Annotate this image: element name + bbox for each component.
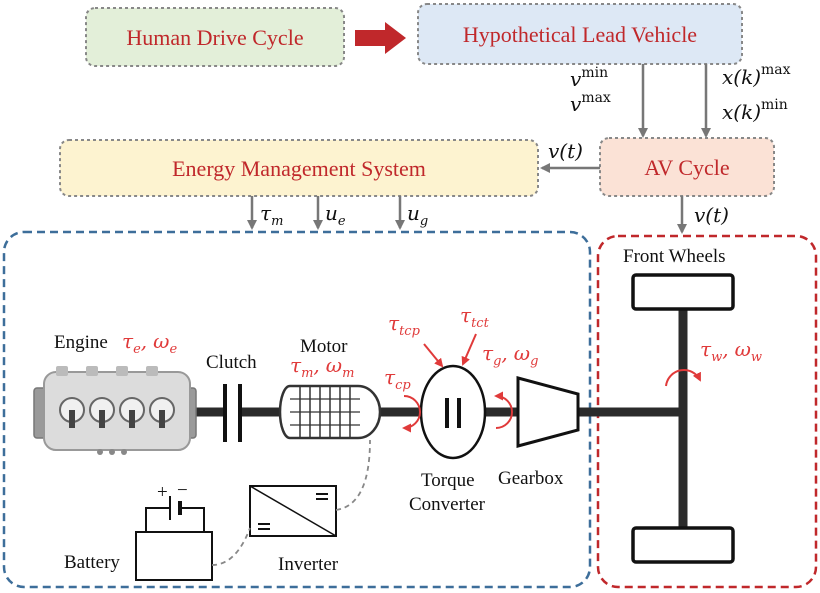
- inverter-icon: [249, 485, 337, 537]
- v-t-label-ems: v(t): [548, 139, 583, 163]
- motor-icon: [278, 384, 382, 440]
- battery-plus-label: +: [157, 482, 168, 503]
- u-e-label: ue: [325, 201, 346, 229]
- av-cycle-box: AV Cycle: [599, 137, 775, 197]
- battery-icon: [135, 496, 213, 581]
- gearbox-icon: [516, 376, 580, 448]
- inverter-label: Inverter: [278, 554, 339, 575]
- engine-label: Engine: [54, 332, 108, 353]
- torque-label: Torque: [421, 470, 475, 491]
- wheel-rotation-icon: [665, 369, 701, 387]
- engine-icon: [33, 366, 197, 455]
- v-max-label: vmax: [570, 90, 611, 116]
- motor-label: Motor: [300, 336, 348, 357]
- energy-management-label: Energy Management System: [172, 156, 426, 181]
- av-cycle-label: AV Cycle: [644, 155, 729, 180]
- clutch-label: Clutch: [206, 352, 257, 373]
- motor-torque-speed-label: τm, ωm: [290, 353, 354, 381]
- tau-tct-label: τtct: [460, 303, 490, 331]
- v-t-label-wheels: v(t): [694, 203, 729, 227]
- tau-tct-arrow-icon: [461, 333, 477, 366]
- human-drive-cycle-label: Human Drive Cycle: [126, 25, 303, 50]
- x-max-label: x(k)max: [722, 62, 791, 89]
- tau-cp-rotation-icon: [402, 395, 421, 433]
- clutch-icon: [223, 384, 242, 442]
- front-wheel-bottom-icon: [631, 526, 735, 564]
- inverter-motor-wire: [335, 439, 371, 511]
- front-wheels-label: Front Wheels: [623, 246, 726, 267]
- battery-minus-label: −: [177, 480, 188, 501]
- wheel-torque-speed-label: τw, ωw: [700, 337, 762, 365]
- front-wheel-top-icon: [631, 273, 735, 311]
- lead-vehicle-label: Hypothetical Lead Vehicle: [463, 22, 697, 47]
- tau-tcp-arrow-icon: [423, 343, 444, 368]
- tau-cp-label: τcp: [384, 365, 411, 393]
- v-min-label: vmin: [570, 65, 608, 91]
- engine-torque-speed-label: τe, ωe: [122, 329, 177, 357]
- lead-vehicle-box: Hypothetical Lead Vehicle: [417, 3, 743, 65]
- human-drive-cycle-box: Human Drive Cycle: [85, 7, 345, 67]
- energy-management-box: Energy Management System: [59, 139, 539, 197]
- battery-inverter-wire: [211, 527, 251, 566]
- torque-converter-icon: [419, 364, 487, 460]
- tau-g-rotation-icon: [494, 391, 513, 429]
- battery-label: Battery: [64, 552, 120, 573]
- flow-arrow-icon: [355, 22, 406, 54]
- tau-m-label: τm: [260, 201, 283, 229]
- converter-label: Converter: [409, 494, 486, 515]
- tau-tcp-label: τtcp: [388, 311, 421, 339]
- gearbox-label: Gearbox: [498, 468, 564, 489]
- x-min-label: x(k)min: [722, 97, 788, 124]
- u-g-label: ug: [407, 201, 428, 229]
- gearbox-torque-speed-label: τg, ωg: [482, 341, 538, 369]
